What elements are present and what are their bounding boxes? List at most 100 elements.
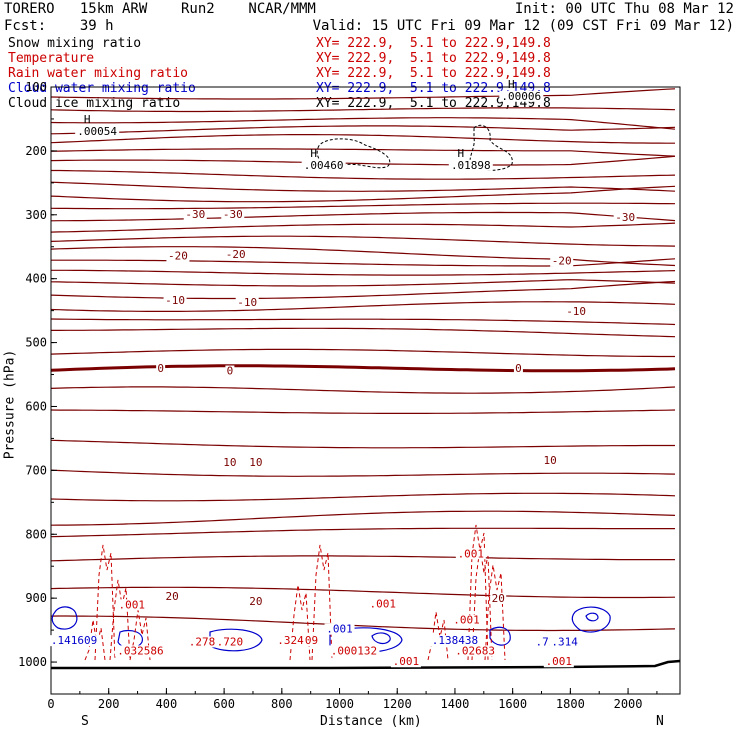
temperature-contour <box>51 269 676 276</box>
rain-label-text: .001 <box>453 614 480 627</box>
init-time: Init: 00 UTC Thu 08 Mar 12 <box>514 1 734 17</box>
temperature-label: -20 <box>166 250 190 263</box>
legend-snow-name: Snow mixing ratio <box>8 36 142 51</box>
temperature-label-text: -30 <box>185 208 205 221</box>
temperature-label-text: 0 <box>515 362 522 375</box>
axes: 0 200 400 600 800 1000 1200 1400 1600 1800 2000100… <box>18 80 658 711</box>
temperature-contour <box>50 117 676 130</box>
rain-label: .001 <box>455 547 486 560</box>
rain-label: .001 <box>116 598 147 611</box>
temperature-contour <box>50 555 675 562</box>
rain-label: .001 <box>367 598 398 611</box>
ice-max-label-bg <box>301 159 346 171</box>
temperature-contour <box>50 148 676 157</box>
temperature-contour <box>50 202 676 210</box>
temperature-contour <box>50 246 676 267</box>
y-tick-label: 700 <box>25 463 47 477</box>
x-tick-label: 600 <box>213 697 235 711</box>
temperature-label: -20 <box>550 255 574 268</box>
temperature-contour <box>50 439 675 449</box>
temperature-label-bg <box>156 362 166 374</box>
temperature-label-bg <box>224 249 248 261</box>
valid-time: Valid: 15 UTC Fri 09 Mar 12 (09 CST Fri … <box>312 18 734 34</box>
cloud-water-label-text: .138438 <box>432 634 478 647</box>
rain-label: .001 <box>390 655 421 668</box>
cloud-features <box>51 124 611 653</box>
cloud-water-contour <box>489 626 511 646</box>
x-tick-label: 2000 <box>614 697 643 711</box>
temperature-label-bg <box>613 212 637 224</box>
cloud-water-contour <box>585 612 599 622</box>
y-tick-label: 100 <box>25 80 47 94</box>
temperature-label-bg <box>513 362 523 374</box>
x-tick-label: 1000 <box>325 697 354 711</box>
cloud-water-label-text: .001 <box>326 623 353 636</box>
y-tick-label: 600 <box>25 399 47 413</box>
cloud-water-contour <box>209 628 263 652</box>
temperature-label-bg <box>166 250 190 262</box>
temperature-label-text: 20 <box>166 590 179 603</box>
temperature-contour <box>50 88 676 100</box>
rain-label-bg <box>451 614 482 626</box>
rain-label-bg <box>328 645 380 657</box>
ice-max-label-text: .00054 <box>77 125 117 138</box>
temperature-label-bg <box>247 596 264 608</box>
x-tick-label: 0 <box>47 697 54 711</box>
rain-label-text: .324 <box>277 634 304 647</box>
temperature-label: 20 <box>490 592 507 605</box>
temperature-contour <box>50 348 675 358</box>
temperature-label: -20 <box>224 248 248 261</box>
cloud-water-label: .141609 <box>48 634 100 647</box>
temperature-contour <box>50 586 676 599</box>
rain-label: .2785 <box>186 635 224 648</box>
temperature-label: 0 <box>156 362 166 375</box>
rain-label: .720 <box>214 635 245 648</box>
rain-label-bg <box>275 635 306 647</box>
temperature-label-bg <box>235 297 259 309</box>
temperature-label-bg <box>564 306 588 318</box>
temperature-contour <box>50 527 675 538</box>
y-tick-label: 500 <box>25 336 47 350</box>
plot-frame <box>50 86 681 695</box>
contour-labels: -30 -30 -30 -20 -20 -20 -10 -10 -10 0 0 0 10 10 10 20 20… <box>48 78 637 668</box>
x-tick-label: 1200 <box>383 697 412 711</box>
temperature-contour <box>50 409 676 414</box>
rain-contour <box>484 564 506 661</box>
temperature-label-text: 10 <box>223 456 236 469</box>
cloud-water-contour <box>571 606 611 633</box>
temperature-label: -10 <box>163 294 187 307</box>
temperature-contour <box>50 280 676 300</box>
temperature-label: 20 <box>247 595 264 608</box>
ice-max-label: .00006 <box>499 90 544 103</box>
temperature-contour <box>50 125 676 135</box>
temperature-label: 0 <box>225 365 235 378</box>
temperature-label: 10 <box>542 454 559 467</box>
rain-label: .001 <box>543 655 574 668</box>
temperature-label-text: -20 <box>226 248 246 261</box>
temperature-label: 0 <box>513 362 523 375</box>
rain-label-bg <box>186 636 224 648</box>
temperature-label: -10 <box>564 305 588 318</box>
legend-snow-xy: XY= 222.9, 5.1 to 222.9,149.8 <box>316 36 551 51</box>
temperature-label-bg <box>163 295 187 307</box>
temperature-contour <box>50 615 676 632</box>
ice-high-marker: H <box>458 147 465 160</box>
ice-max-label: .00460 <box>301 159 346 172</box>
x-tick-label: 1600 <box>498 697 527 711</box>
legend-cloud-ice-name: Cloud ice mixing ratio <box>8 96 181 111</box>
y-axis-title: Pressure (hPa) <box>2 349 18 460</box>
temperature-label: 10 <box>247 456 264 469</box>
ice-max-label-text: .00460 <box>304 159 344 172</box>
rain-label-text: .032586 <box>117 644 163 657</box>
x-tick-label: 200 <box>98 697 120 711</box>
ice-high-marker: H <box>310 147 317 160</box>
y-tick-label: 400 <box>25 272 47 286</box>
rain-contour <box>129 609 151 661</box>
temperature-label: -30 <box>613 211 637 224</box>
temperature-label-text: 10 <box>544 454 557 467</box>
rain-label-text: .001 <box>119 598 146 611</box>
cloud-water-label-bg <box>549 636 580 648</box>
temperature-contour <box>51 327 676 338</box>
rain-label-bg <box>453 645 498 657</box>
x-tick-label: 1400 <box>440 697 469 711</box>
